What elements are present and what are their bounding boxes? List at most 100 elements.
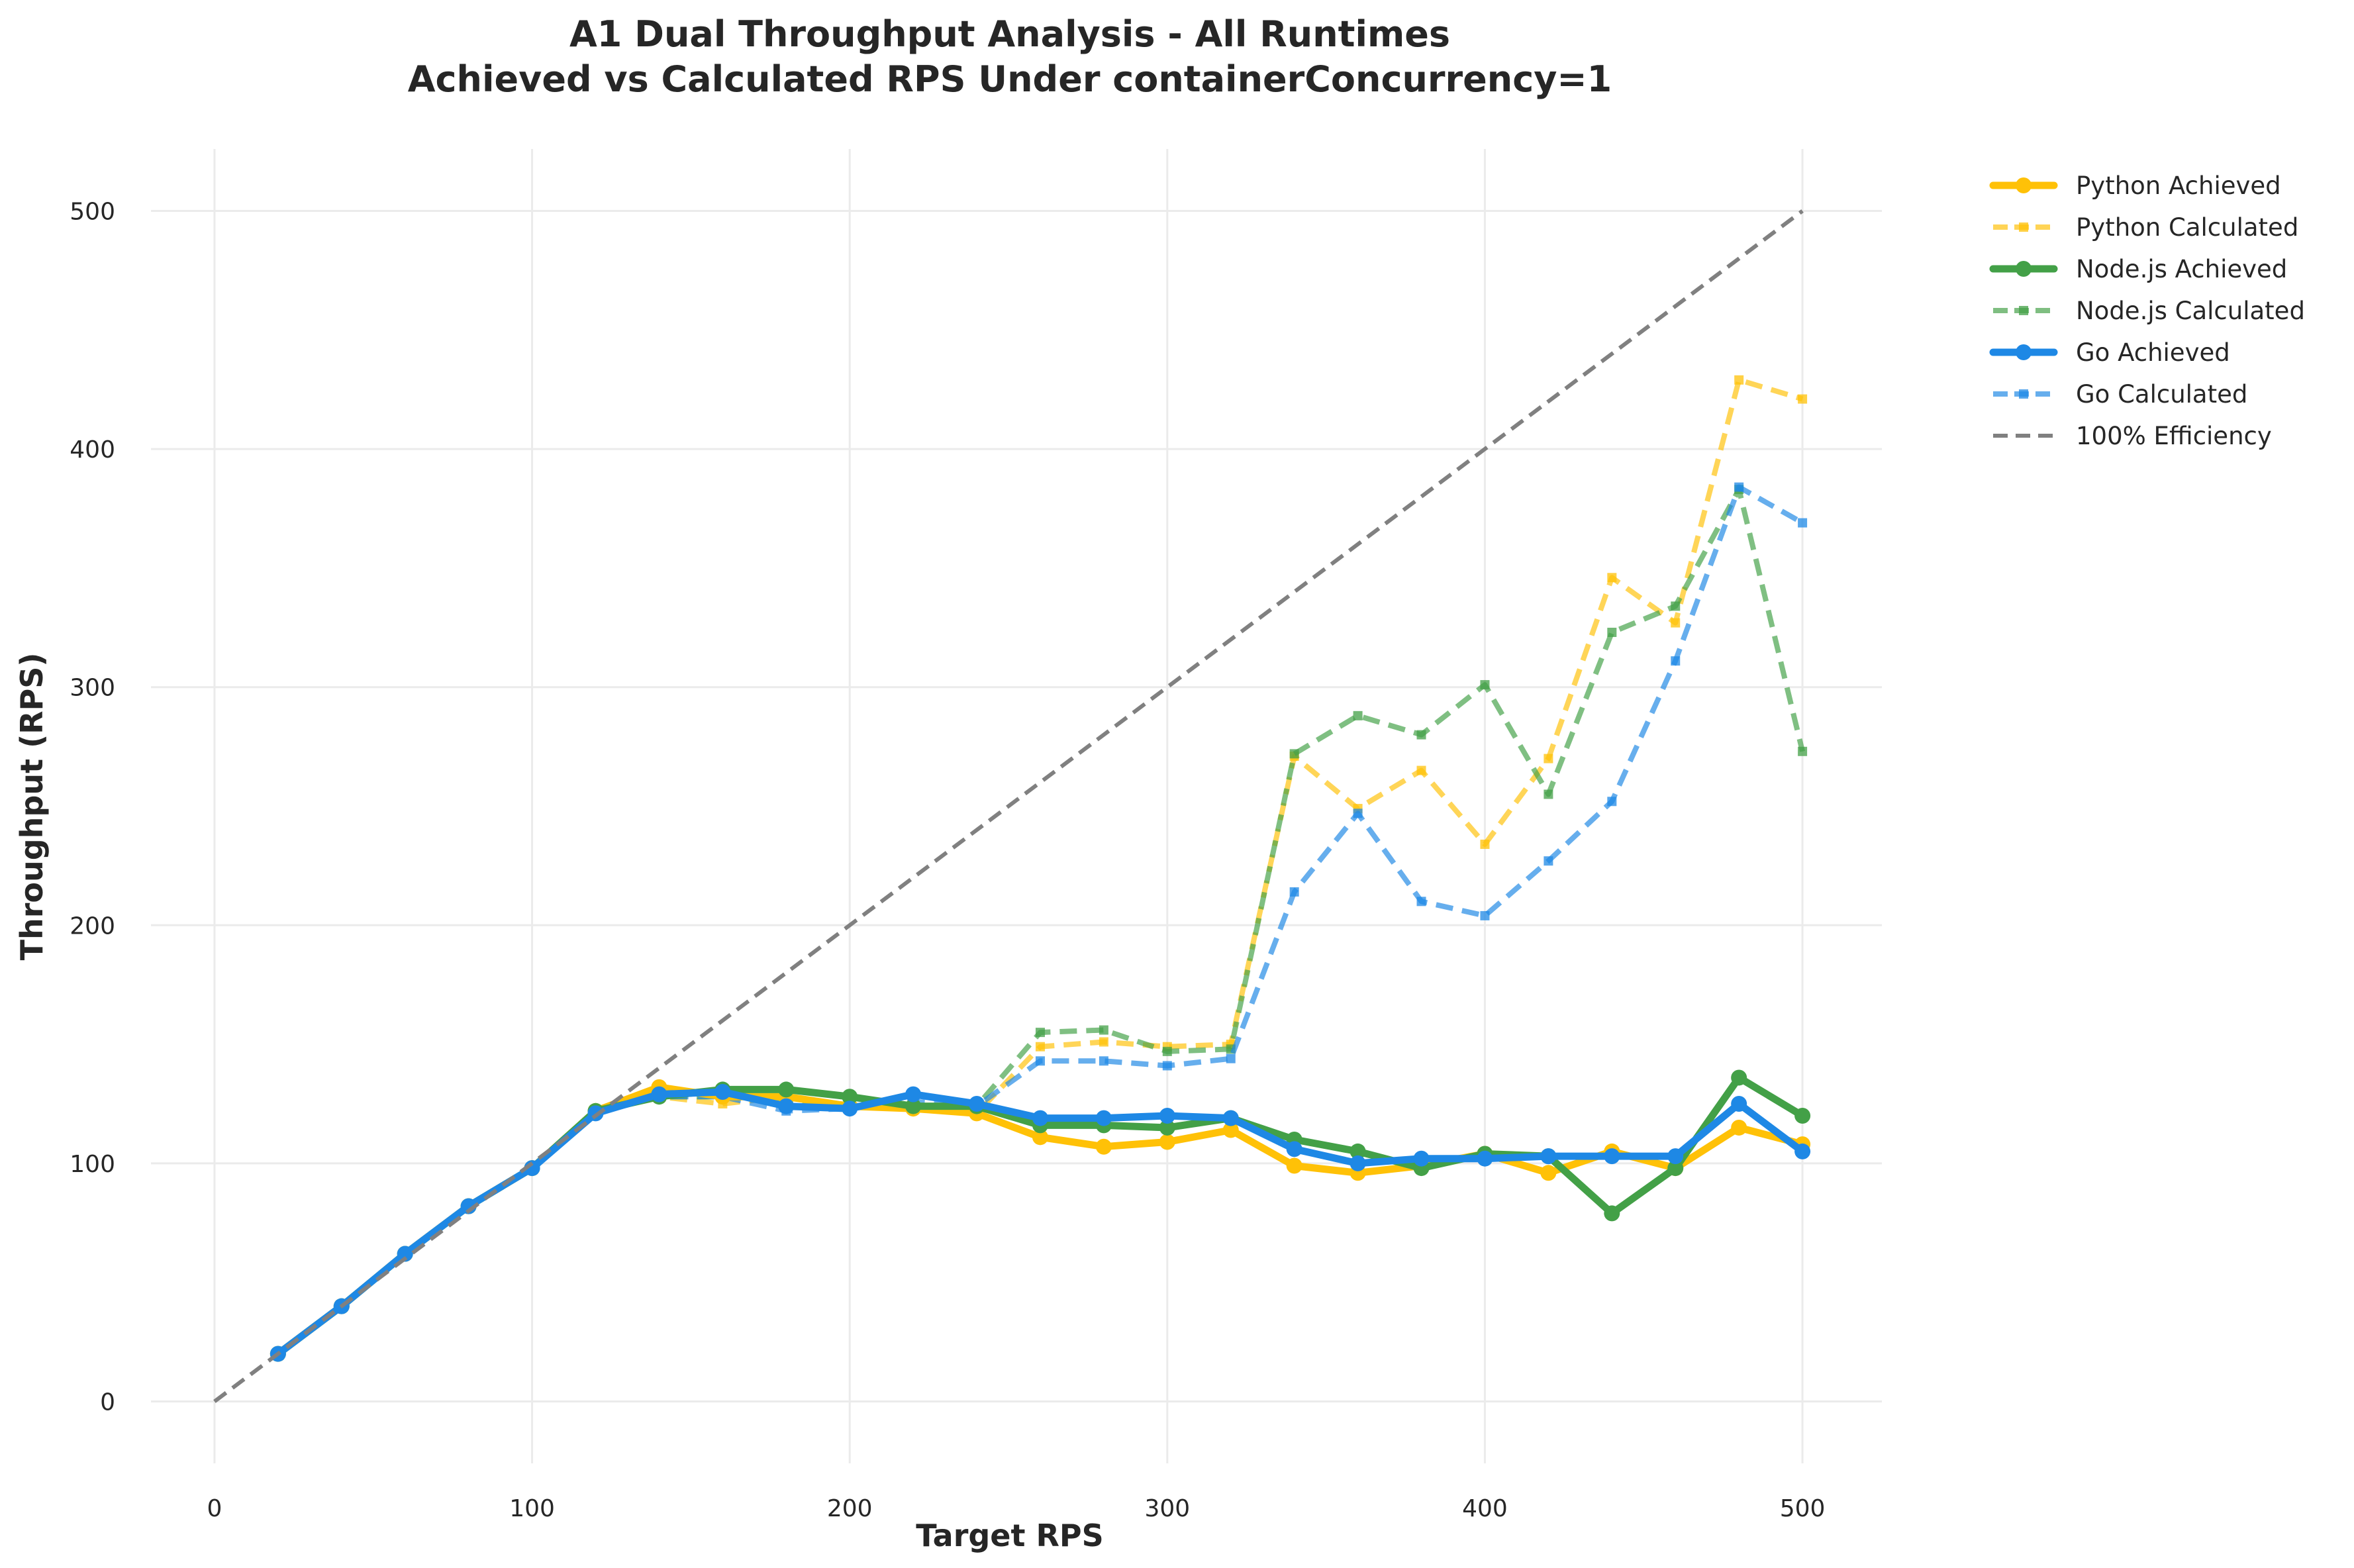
x-tick-label: 0 [207,1495,222,1522]
point-node-js-calculated [1671,601,1681,611]
point-go-achieved [1095,1110,1112,1126]
point-go-achieved [1159,1107,1175,1124]
point-go-calculated [1289,887,1299,897]
point-go-achieved [1477,1150,1493,1167]
point-go-achieved [651,1086,667,1102]
point-node-js-achieved [842,1089,858,1105]
point-node-js-achieved [1667,1160,1684,1177]
point-go-calculated [1416,897,1426,906]
point-python-calculated [1734,375,1744,385]
x-tick-label: 400 [1462,1495,1508,1522]
legend: Python Achieved Python Calculated Node.js … [1989,172,2305,450]
series-python-calculated [273,375,1808,1359]
point-node-js-achieved [1159,1119,1175,1136]
point-node-js-achieved [1731,1069,1747,1086]
legend-item-node-js-calculated: Node.js Calculated [1993,297,2305,325]
point-go-calculated [1353,808,1363,818]
point-node-js-calculated [1798,746,1808,756]
y-tick-label: 300 [70,675,115,702]
point-python-calculated [1416,765,1426,775]
series-node-js-calculated [273,485,1808,1359]
point-go-achieved [1286,1141,1302,1157]
point-python-achieved [1032,1129,1048,1146]
x-tick-label: 300 [1144,1495,1190,1522]
chart-title: A1 Dual Throughput Analysis - All Runtim… [569,13,1450,55]
chart-subtitle: Achieved vs Calculated RPS Under contain… [408,58,1612,100]
point-node-js-calculated [1289,749,1299,759]
y-tick-label: 100 [70,1151,115,1178]
line-node-js-calculated [276,487,1805,1356]
point-python-calculated [1671,618,1681,628]
series-go-calculated [273,482,1808,1359]
legend-marker [2019,306,2028,315]
legend-label: Node.js Achieved [2076,255,2287,283]
line-100pct-efficiency [213,209,1804,1403]
point-node-js-achieved [1794,1107,1811,1124]
point-go-achieved [1032,1110,1048,1126]
point-go-achieved [778,1098,795,1114]
series-lines [213,209,1811,1403]
point-go-achieved [397,1246,413,1262]
y-tick-label: 200 [70,912,115,940]
legend-label: Node.js Calculated [2076,297,2305,325]
point-node-js-achieved [905,1098,922,1114]
legend-label: Python Calculated [2076,213,2298,242]
point-python-calculated [1035,1042,1045,1052]
point-go-achieved [842,1101,858,1117]
point-python-achieved [1159,1134,1175,1150]
point-node-js-calculated [1162,1046,1172,1056]
series-100pct-efficiency [213,209,1804,1403]
point-go-achieved [905,1086,922,1102]
point-go-calculated [1480,910,1490,920]
point-go-calculated [1798,518,1808,528]
legend-label: 100% Efficiency [2076,422,2272,450]
point-python-calculated [1480,840,1490,850]
line-go-calculated [276,484,1804,1356]
legend-item-100pct-efficiency: 100% Efficiency [1993,422,2272,450]
legend-label: Go Achieved [2076,338,2230,367]
point-go-calculated [1162,1061,1172,1071]
point-python-achieved [1095,1138,1112,1155]
legend-marker [2016,261,2032,277]
point-node-js-calculated [1544,789,1553,799]
legend-item-go-achieved: Go Achieved [1989,338,2230,367]
x-tick-label: 100 [509,1495,555,1522]
legend-marker [2019,222,2028,232]
point-go-achieved [1667,1148,1684,1165]
point-go-achieved [1604,1148,1620,1165]
legend-item-go-calculated: Go Calculated [1993,380,2247,409]
x-tick-label: 500 [1780,1495,1826,1522]
legend-marker [2016,177,2032,193]
point-go-calculated [1607,797,1617,807]
legend-item-python-achieved: Python Achieved [1989,172,2281,200]
point-python-calculated [1607,573,1617,583]
legend-label: Python Achieved [2076,172,2281,200]
point-node-js-calculated [1607,627,1617,637]
point-node-js-calculated [1353,710,1363,720]
point-go-achieved [1349,1155,1366,1171]
grid [151,149,1882,1463]
x-tick-label: 200 [827,1495,873,1522]
y-tick-label: 400 [70,436,115,464]
point-python-calculated [1099,1037,1108,1047]
point-go-calculated [1099,1056,1108,1066]
y-axis-label: Throughput (RPS) [14,653,50,961]
point-python-achieved [1540,1165,1557,1181]
point-node-js-achieved [1604,1205,1620,1222]
point-node-js-calculated [1480,680,1490,690]
point-go-calculated [1226,1054,1236,1063]
x-axis-label: Target RPS [916,1518,1104,1553]
y-tick-label: 0 [100,1389,115,1416]
y-tick-label: 500 [70,198,115,225]
point-python-achieved [1222,1122,1239,1138]
point-go-achieved [714,1084,731,1101]
point-go-calculated [1544,856,1553,866]
point-python-calculated [1798,394,1808,404]
point-go-achieved [1222,1110,1239,1126]
point-node-js-achieved [778,1081,795,1098]
point-go-calculated [1035,1056,1045,1066]
legend-marker [2019,389,2028,399]
point-go-calculated [1671,656,1681,666]
